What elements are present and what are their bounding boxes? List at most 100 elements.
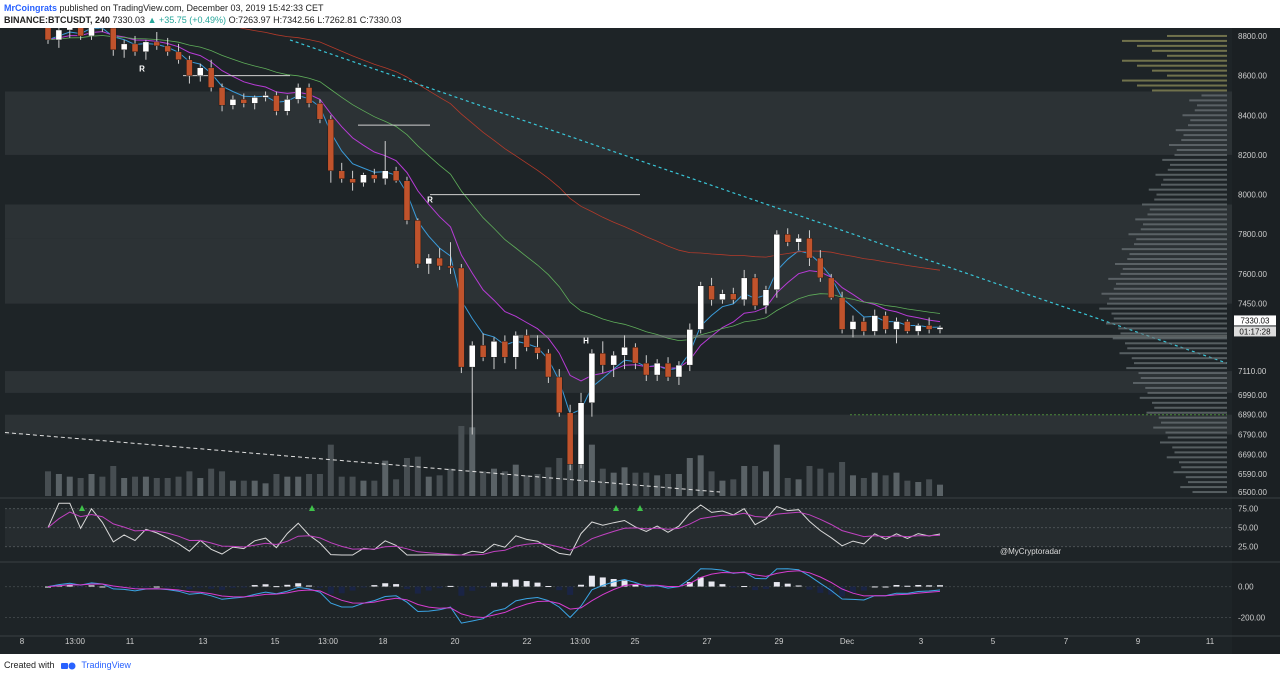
countdown-tag: [1234, 326, 1276, 337]
candle-body: [55, 29, 63, 41]
macd-histogram-bar: [599, 577, 606, 587]
time-tick-label: 15: [271, 637, 280, 646]
volume-profile-bar: [1201, 94, 1227, 97]
volume-profile-bar: [1154, 406, 1227, 409]
time-tick-label: 13:00: [318, 637, 339, 646]
macd-histogram-bar: [719, 584, 726, 587]
volume-bar: [643, 472, 650, 496]
last-price-label: 7330.03: [1241, 316, 1270, 325]
volume-profile-bar: [1174, 153, 1227, 156]
volume-profile-bar: [1140, 228, 1227, 231]
sr-zone: [5, 371, 1232, 393]
macd-histogram-bar: [273, 586, 280, 588]
sr-zone: [5, 204, 1232, 239]
macd-histogram-bar: [817, 586, 824, 593]
time-tick-label: 29: [775, 637, 784, 646]
candle-body: [795, 238, 802, 243]
volume-bar: [534, 474, 541, 496]
tradingview-logo-icon: [61, 662, 76, 670]
price-tick-label: 6890.00: [1238, 411, 1267, 420]
volume-profile-bar: [1133, 381, 1227, 384]
candle-body: [621, 347, 628, 356]
volume-bar: [382, 460, 389, 496]
volume-profile-bar: [1154, 198, 1227, 201]
volume-profile-bar: [1128, 233, 1227, 236]
price-tick-label: 8000.00: [1238, 191, 1267, 200]
volume-bar: [458, 426, 465, 496]
volume-bar: [708, 471, 715, 496]
volume-bar: [632, 472, 639, 496]
macd-histogram-bar: [295, 583, 302, 587]
volume-profile-bar: [1109, 297, 1227, 300]
price-tick-label: 6590.00: [1238, 470, 1267, 479]
volume-profile-bar: [1147, 213, 1227, 216]
candle-body: [436, 257, 443, 267]
tradingview-link[interactable]: TradingView: [81, 660, 131, 670]
volume-profile-bar: [1183, 134, 1227, 137]
volume-bar: [610, 472, 617, 496]
volume-profile-bar: [1188, 481, 1227, 484]
volume-profile-bar: [1099, 307, 1227, 310]
pattern-marker: R: [427, 196, 433, 205]
volume-profile-bar: [1152, 401, 1227, 404]
candle-body: [925, 325, 933, 330]
pattern-marker: R: [139, 65, 145, 74]
candle-body: [904, 321, 911, 332]
price-chart[interactable]: RRH 8800.008600.008400.008200.008000.007…: [0, 28, 1280, 654]
volume-profile-bar: [1139, 396, 1227, 399]
candle-body: [751, 277, 759, 306]
buy-signal-marker: [309, 505, 315, 511]
candle-body: [849, 321, 857, 330]
candle-body: [327, 119, 335, 171]
candle-body: [936, 327, 944, 330]
candle-body: [284, 99, 291, 112]
macd-histogram-bar: [512, 579, 519, 587]
macd-histogram-bar: [491, 582, 497, 587]
macd-histogram-bar: [773, 582, 780, 587]
volume-bar: [937, 484, 943, 496]
macd-histogram-bar: [871, 586, 878, 588]
macd-histogram-bar: [436, 586, 443, 589]
volume-bar: [762, 471, 769, 496]
volume-profile-bar: [1137, 64, 1227, 67]
volume-bar: [469, 427, 476, 496]
macd-histogram-bar: [142, 586, 149, 588]
macd-histogram-bar: [588, 575, 595, 587]
volume-profile-bar: [1194, 109, 1227, 112]
ohlc-open: 7263.97: [238, 15, 271, 25]
candle-body: [458, 267, 465, 368]
candle-body: [915, 325, 922, 332]
candle-body: [806, 238, 813, 259]
volume-profile-bar: [1174, 451, 1227, 454]
volume-profile-bar: [1185, 476, 1227, 479]
volume-profile-bar: [1165, 431, 1227, 434]
volume-profile-bar: [1181, 466, 1227, 469]
volume-profile-bar: [1153, 426, 1227, 429]
candle-body: [164, 45, 171, 53]
macd-histogram-bar: [360, 586, 367, 588]
volume-bar: [860, 478, 867, 496]
macd-histogram-bar: [219, 586, 226, 590]
macd-histogram-bar: [164, 586, 171, 588]
volume-profile-bar: [1189, 99, 1227, 102]
macd-tick-label: 0.00: [1238, 583, 1254, 592]
volume-bar: [403, 458, 410, 496]
price-tick-label: 6690.00: [1238, 450, 1267, 459]
candle-body: [479, 345, 487, 358]
volume-profile-bar: [1167, 54, 1227, 57]
volume-bar: [197, 478, 204, 496]
volume-profile-bar: [1113, 317, 1227, 320]
volume-profile-bar: [1106, 322, 1227, 325]
volume-profile-bar: [1140, 377, 1227, 380]
time-tick-label: 20: [451, 637, 460, 646]
volume-bar: [295, 476, 302, 496]
candle-body: [828, 277, 835, 298]
volume-profile-bar: [1122, 39, 1227, 42]
candle-body: [88, 28, 95, 37]
candle-body: [240, 99, 248, 104]
volume-bar: [523, 475, 530, 496]
author-name[interactable]: MrCoingrats: [4, 3, 58, 13]
macd-histogram-bar: [795, 585, 802, 587]
volume-bar: [99, 476, 106, 496]
last-price-tag: [1234, 315, 1276, 326]
